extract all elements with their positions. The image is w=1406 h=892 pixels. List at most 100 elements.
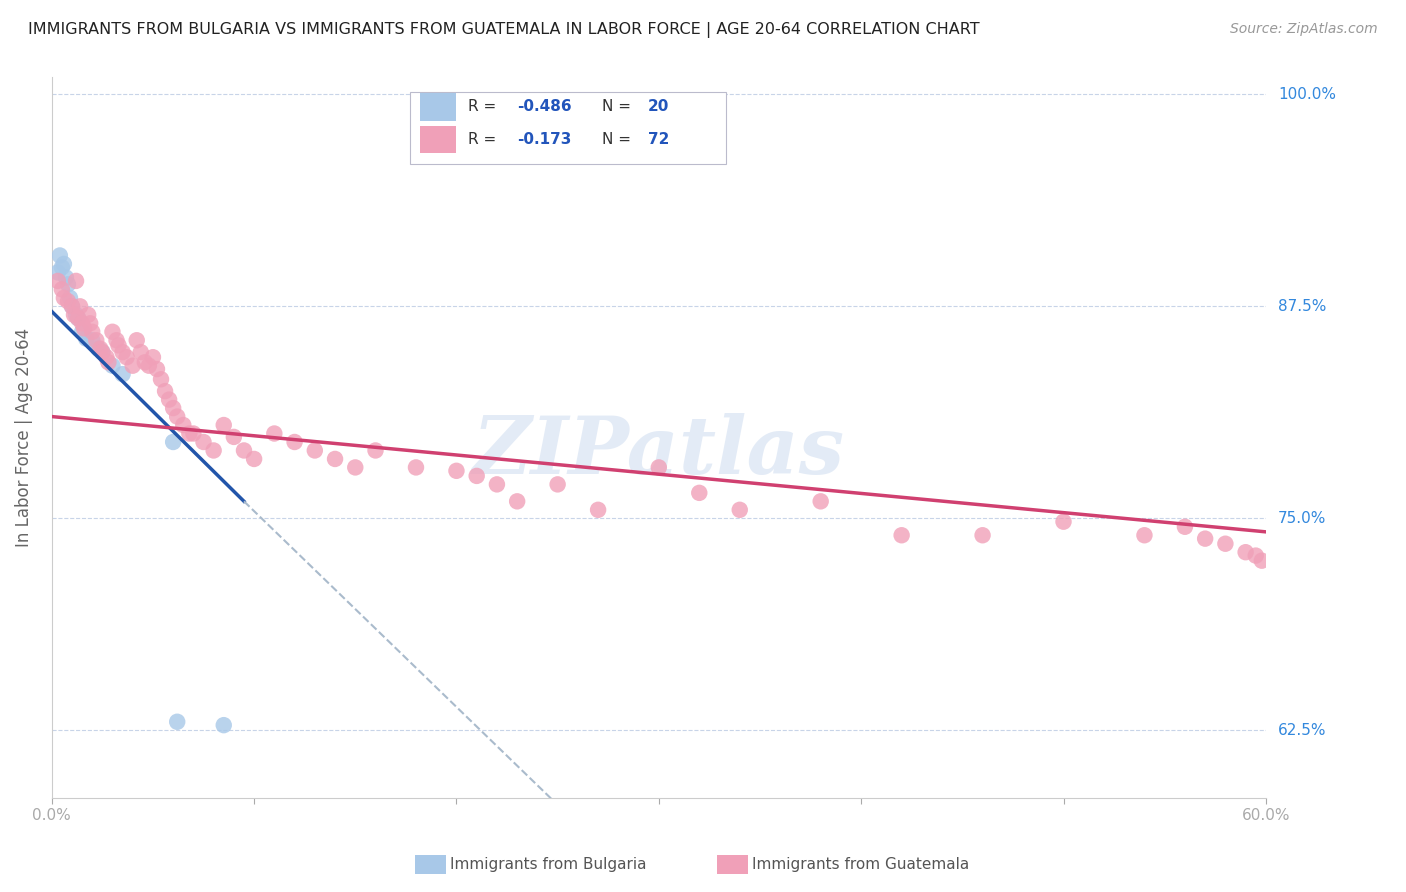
Point (115, 350, 138, 364)
Point (304, 443, 326, 458)
Point (49, 248, 72, 262)
Point (212, 718, 235, 732)
Point (125, 333, 148, 347)
Point (485, 477, 508, 491)
Point (728, 503, 751, 517)
Point (465, 469, 488, 483)
Point (65, 308, 87, 322)
Text: IMMIGRANTS FROM BULGARIA VS IMMIGRANTS FROM GUATEMALA IN LABOR FORCE | AGE 20-64: IMMIGRANTS FROM BULGARIA VS IMMIGRANTS F… (28, 22, 980, 38)
Point (105, 333, 128, 347)
Point (212, 417, 235, 432)
Text: -0.486: -0.486 (517, 100, 571, 114)
Text: 100.0%: 100.0% (1278, 87, 1336, 102)
Point (70, 316, 93, 330)
Point (153, 384, 176, 398)
Point (75, 332, 97, 346)
Text: 87.5%: 87.5% (1278, 299, 1326, 314)
Point (67, 311, 90, 326)
Point (96, 350, 118, 364)
Point (972, 528, 994, 542)
Point (162, 401, 184, 415)
Point (586, 503, 609, 517)
Text: N =: N = (602, 100, 636, 114)
Point (87, 342, 110, 356)
Point (97, 355, 120, 369)
Point (60, 299, 83, 313)
Point (233, 443, 256, 458)
Point (77, 308, 100, 322)
Point (1244, 549, 1267, 563)
Point (1215, 537, 1237, 551)
Point (51, 260, 73, 275)
Text: N =: N = (602, 132, 636, 147)
Point (810, 494, 832, 508)
Text: -0.173: -0.173 (517, 132, 571, 147)
Point (111, 367, 134, 381)
Point (547, 477, 569, 491)
Point (202, 443, 225, 458)
Text: ZIPatlas: ZIPatlas (472, 413, 845, 491)
Point (243, 452, 266, 467)
Text: 75.0%: 75.0% (1278, 511, 1326, 525)
Point (146, 362, 169, 376)
Text: 72: 72 (648, 132, 669, 147)
Point (65, 274, 87, 288)
Text: R =: R = (468, 100, 502, 114)
Point (73, 321, 96, 335)
Point (91, 345, 114, 359)
Point (150, 372, 173, 386)
Point (193, 435, 215, 450)
Point (166, 409, 188, 424)
Y-axis label: In Labor Force | Age 20-64: In Labor Force | Age 20-64 (15, 328, 32, 548)
Point (51, 282, 73, 296)
Point (101, 325, 124, 339)
Text: Immigrants from Guatemala: Immigrants from Guatemala (752, 857, 970, 871)
Point (446, 464, 468, 478)
Point (67, 311, 90, 326)
Point (63, 308, 86, 322)
Point (55, 270, 77, 285)
Point (46, 274, 69, 288)
Point (107, 338, 129, 352)
Point (138, 359, 160, 373)
Point (82, 325, 104, 339)
FancyBboxPatch shape (419, 126, 456, 153)
Point (506, 494, 529, 508)
Point (56, 294, 79, 309)
Point (284, 435, 307, 450)
Point (364, 443, 387, 458)
Point (166, 714, 188, 729)
Point (56, 277, 79, 292)
Point (129, 345, 152, 359)
Text: R =: R = (468, 132, 506, 147)
Point (688, 486, 710, 500)
Point (344, 460, 367, 475)
Point (134, 355, 156, 369)
Text: 62.5%: 62.5% (1278, 723, 1326, 738)
Point (1194, 532, 1216, 546)
Point (69, 299, 91, 313)
Point (89, 342, 111, 356)
Point (890, 528, 912, 542)
Point (84, 333, 107, 347)
Text: Immigrants from Bulgaria: Immigrants from Bulgaria (450, 857, 647, 871)
Point (405, 460, 427, 475)
Point (82, 333, 104, 347)
Point (121, 359, 143, 373)
Point (183, 426, 205, 441)
Point (142, 350, 165, 364)
Point (648, 460, 671, 475)
Point (1250, 554, 1272, 568)
Point (222, 430, 245, 444)
Text: 20: 20 (648, 100, 669, 114)
FancyBboxPatch shape (411, 92, 725, 164)
Point (323, 452, 346, 467)
Point (79, 316, 101, 330)
Point (91, 345, 114, 359)
Point (60, 299, 83, 313)
Point (1052, 515, 1074, 529)
Point (162, 435, 184, 450)
Point (52, 257, 75, 271)
Point (179, 426, 201, 441)
Text: Source: ZipAtlas.com: Source: ZipAtlas.com (1230, 22, 1378, 37)
